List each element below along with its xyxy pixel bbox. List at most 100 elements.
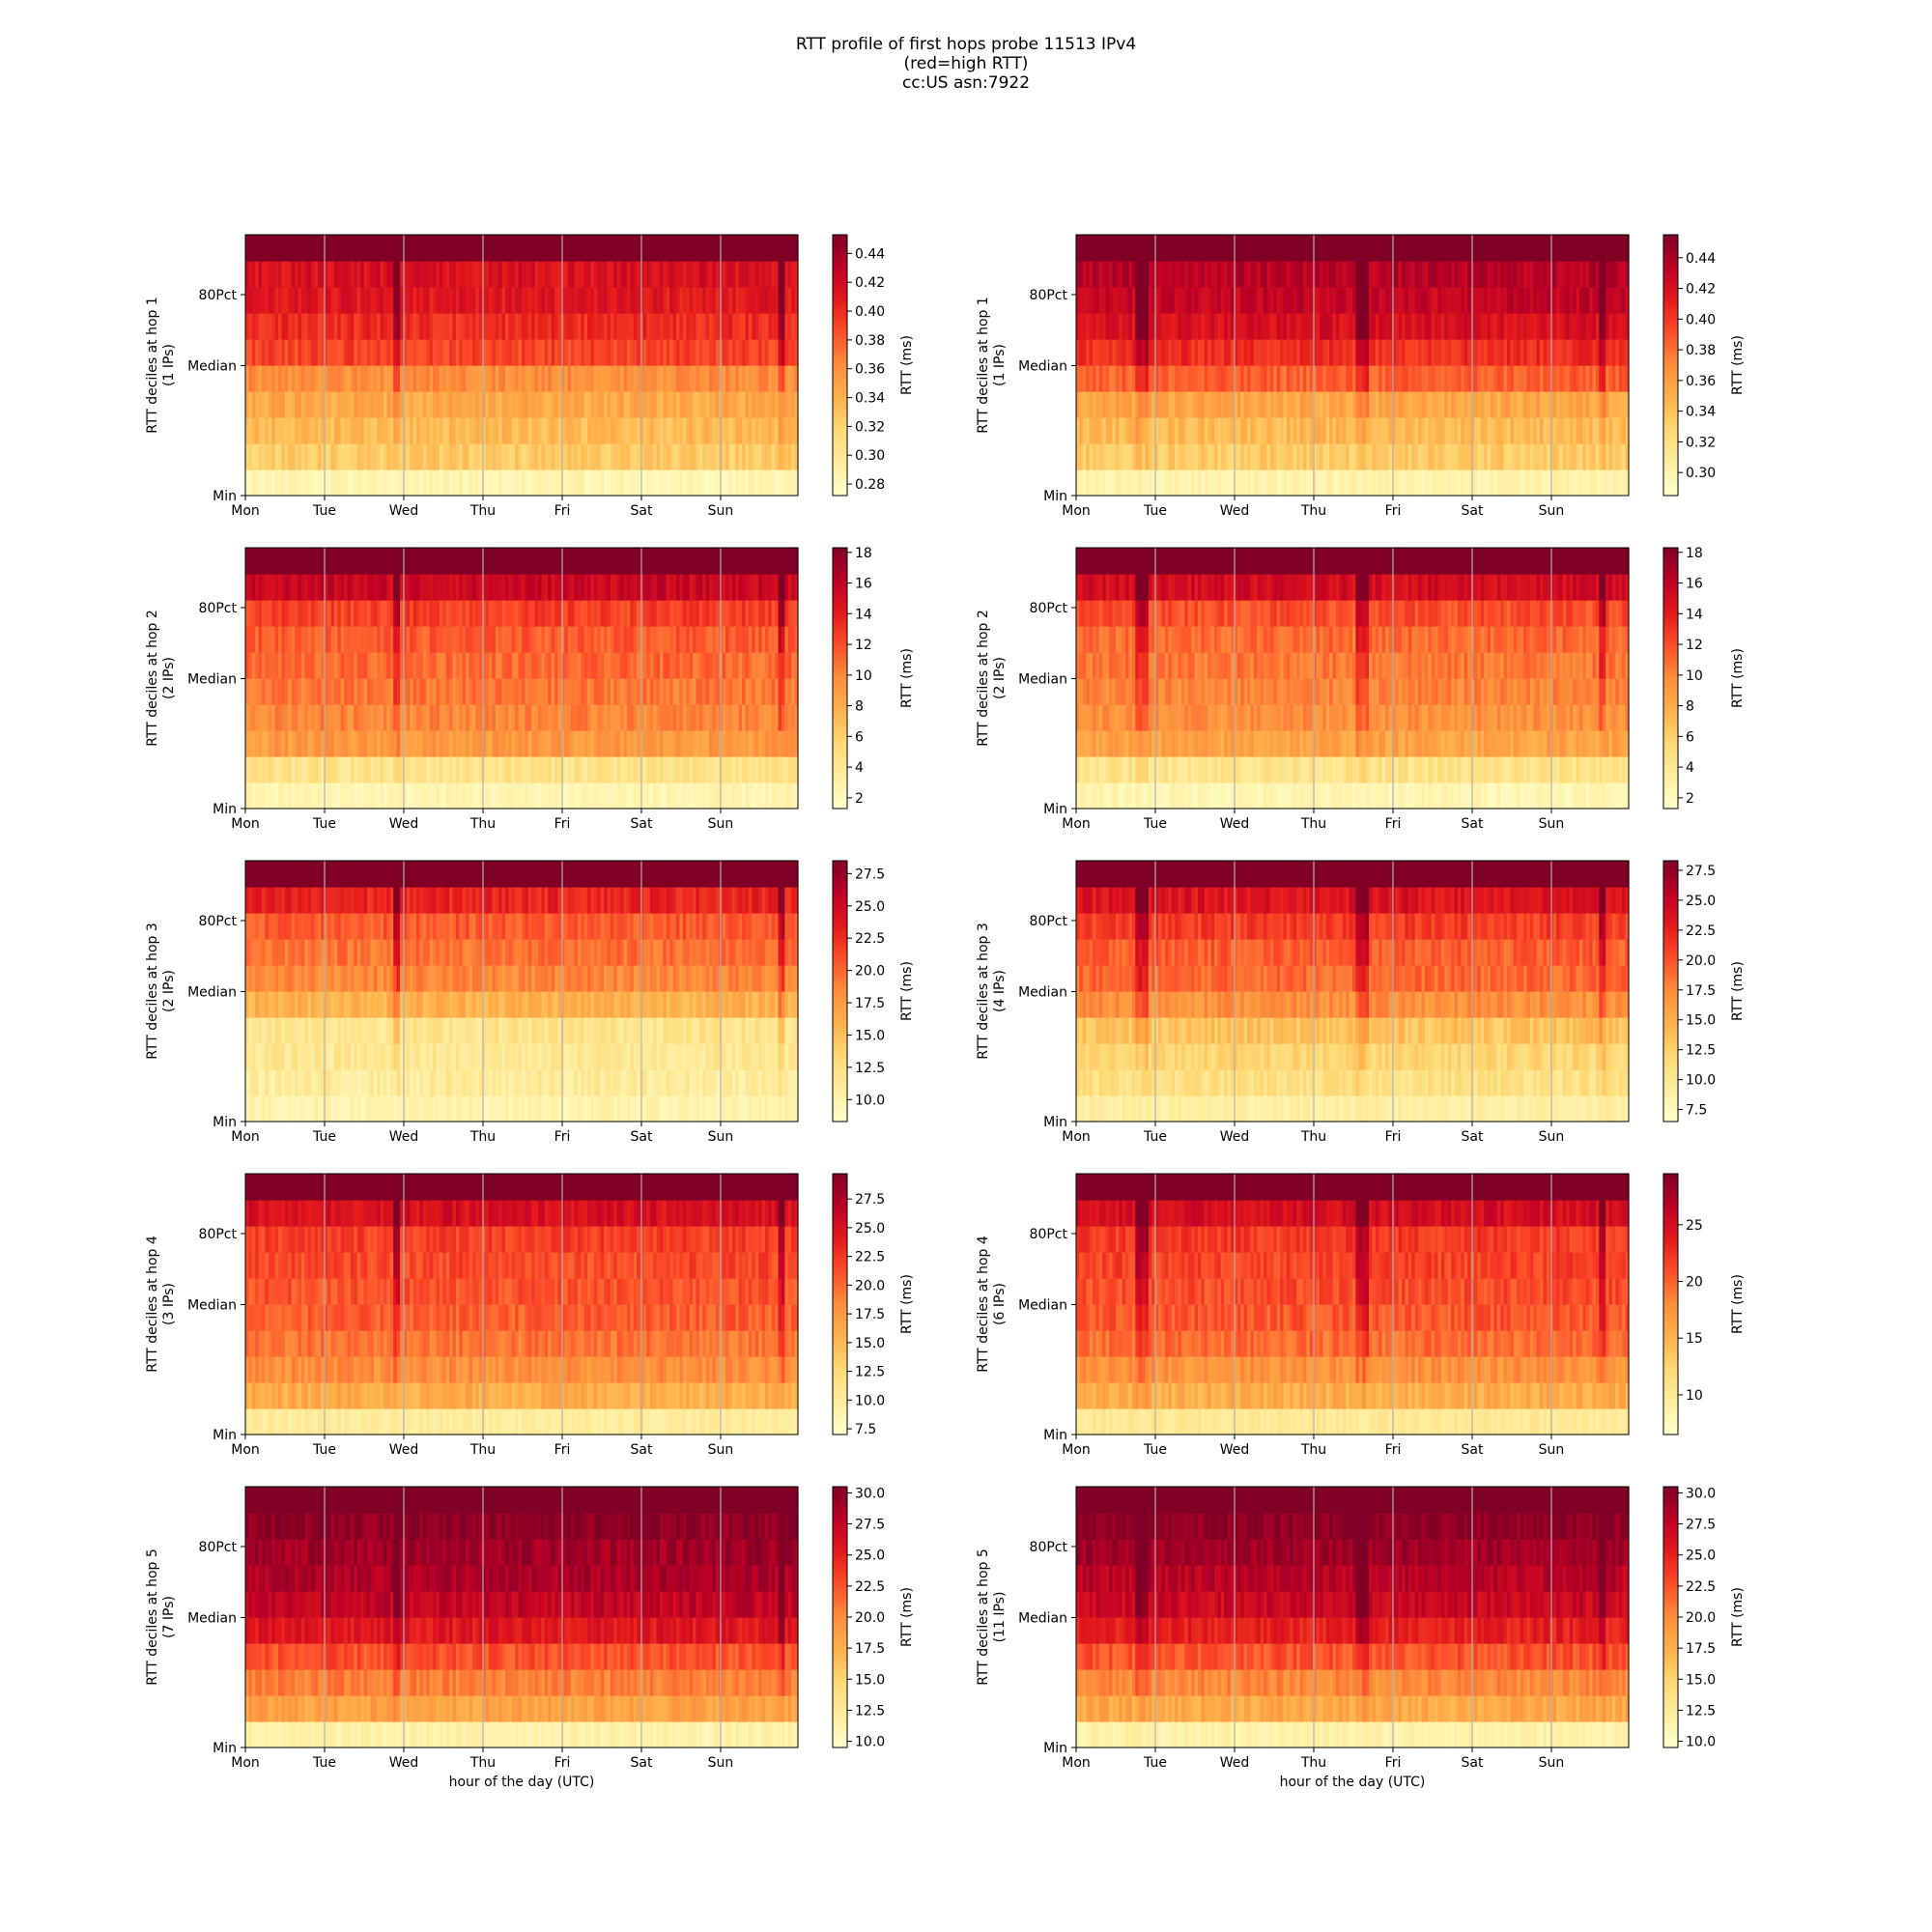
heatmap-cell [564, 365, 568, 392]
heatmap-cell [275, 678, 279, 705]
heatmap-cell [357, 391, 361, 418]
heatmap-cell [723, 782, 726, 810]
heatmap-cell [275, 626, 279, 653]
heatmap-cell [758, 574, 762, 601]
heatmap-cell [386, 600, 390, 627]
heatmap-cell [538, 339, 542, 366]
heatmap-cell [1563, 313, 1567, 340]
heatmap-cell [779, 261, 782, 288]
heatmap-cell [1181, 261, 1185, 288]
heatmap-cell [653, 443, 657, 470]
heatmap-cell [538, 235, 542, 262]
heatmap-cell [456, 704, 460, 731]
heatmap-cell [1500, 391, 1504, 418]
heatmap-cell [716, 756, 720, 783]
heatmap-cell [1438, 443, 1442, 470]
heatmap-cell [564, 443, 568, 470]
heatmap-cell [386, 469, 390, 497]
heatmap-cell [433, 600, 437, 627]
heatmap-cell [475, 235, 479, 262]
heatmap-cell [594, 365, 598, 392]
heatmap-cell [295, 652, 298, 679]
heatmap-cell [1589, 235, 1593, 262]
heatmap-cell [341, 391, 345, 418]
heatmap-cell [608, 417, 611, 444]
heatmap-cell [269, 313, 272, 340]
heatmap-cell [634, 756, 638, 783]
heatmap-cell [571, 313, 575, 340]
heatmap-cell [489, 730, 493, 757]
heatmap-cell [463, 339, 467, 366]
heatmap-cell [746, 574, 750, 601]
heatmap-cell [1188, 287, 1192, 314]
heatmap-cell [1500, 443, 1504, 470]
heatmap-cell [1270, 261, 1274, 288]
heatmap-cell [1432, 313, 1435, 340]
heatmap-cell [1270, 365, 1274, 392]
heatmap-cell [1132, 469, 1136, 497]
heatmap-cell [1415, 469, 1419, 497]
heatmap-cell [1500, 235, 1504, 262]
heatmap-cell [288, 339, 292, 366]
heatmap-cell [690, 365, 694, 392]
heatmap-cell [1533, 261, 1537, 288]
heatmap-cell [538, 261, 542, 288]
heatmap-cell [281, 652, 285, 679]
heatmap-cell [1376, 287, 1379, 314]
heatmap-cell [557, 339, 561, 366]
heatmap-cell [271, 548, 275, 575]
heatmap-cell [1224, 339, 1228, 366]
heatmap-cell [337, 287, 341, 314]
heatmap-cell [433, 730, 437, 757]
heatmap-cell [752, 287, 755, 314]
heatmap-cell [1526, 235, 1530, 262]
heatmap-cell [348, 730, 352, 757]
heatmap-cell [1250, 235, 1254, 262]
heatmap-cell [564, 574, 568, 601]
heatmap-cell [475, 313, 479, 340]
heatmap-cell [416, 391, 420, 418]
heatmap-cell [1622, 391, 1626, 418]
heatmap-cell [683, 782, 687, 810]
heatmap-cell [758, 782, 762, 810]
heatmap-cell [752, 782, 755, 810]
heatmap-cell [779, 704, 782, 731]
heatmap-cell [386, 417, 390, 444]
heatmap-cell [594, 756, 598, 783]
heatmap-cell [1589, 469, 1593, 497]
heatmap-cell [357, 469, 361, 497]
heatmap-cell [1106, 391, 1110, 418]
heatmap-cell [1395, 313, 1399, 340]
heatmap-cell [584, 365, 588, 392]
heatmap-cell [364, 339, 368, 366]
heatmap-cell [752, 443, 755, 470]
heatmap-cell [683, 652, 687, 679]
heatmap-cell [538, 626, 542, 653]
heatmap-cell [344, 287, 348, 314]
heatmap-cell [1507, 443, 1511, 470]
heatmap-cell [419, 261, 423, 288]
heatmap-cell [1603, 391, 1606, 418]
heatmap-cell [348, 574, 352, 601]
heatmap-cell [469, 574, 473, 601]
heatmap-cell [515, 443, 519, 470]
heatmap-cell [1438, 339, 1442, 366]
heatmap-cell [584, 261, 588, 288]
heatmap-cell [262, 391, 266, 418]
heatmap-cell [732, 391, 736, 418]
heatmap-cell [1582, 417, 1586, 444]
heatmap-cell [683, 678, 687, 705]
heatmap-cell [285, 652, 289, 679]
heatmap-cell [765, 730, 769, 757]
heatmap-cell [318, 261, 322, 288]
heatmap-cell [669, 782, 673, 810]
heatmap-cell [1086, 417, 1090, 444]
heatmap-cell [601, 652, 605, 679]
heatmap-cell [578, 417, 582, 444]
heatmap-cell [479, 339, 483, 366]
heatmap-cell [1444, 365, 1448, 392]
heatmap-cell [1181, 235, 1185, 262]
heatmap-cell [344, 469, 348, 497]
heatmap-cell [690, 391, 694, 418]
heatmap-cell [752, 756, 755, 783]
